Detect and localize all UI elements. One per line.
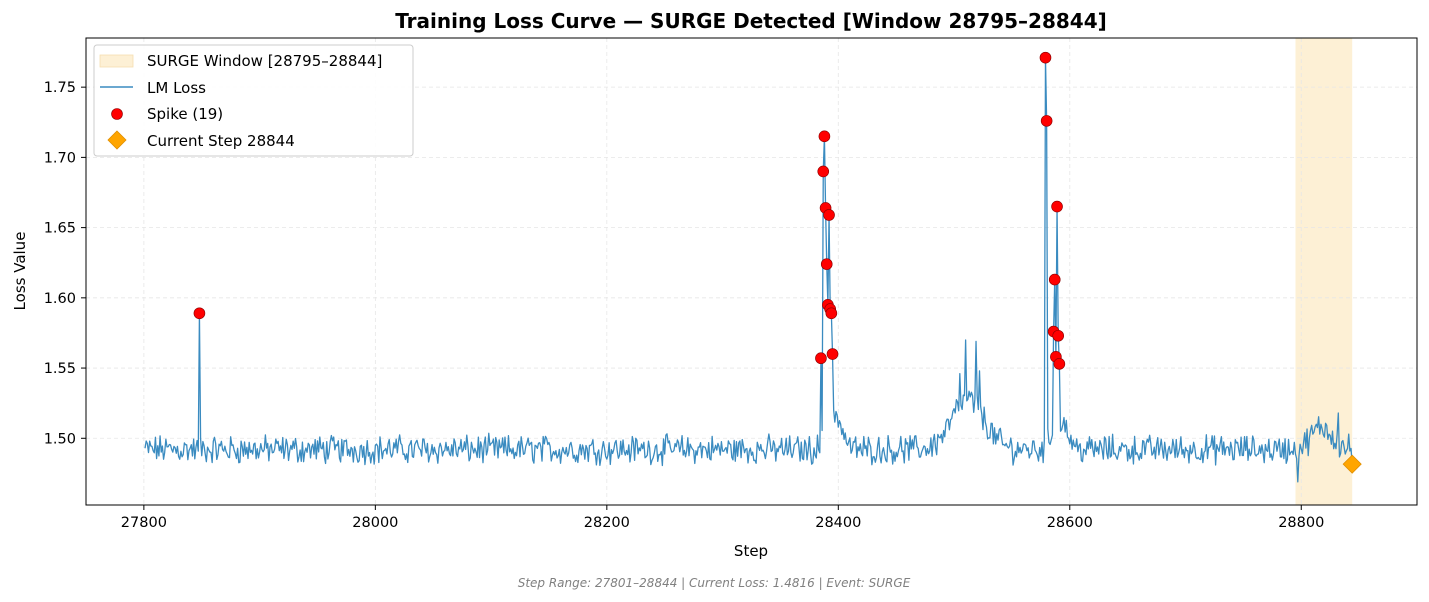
legend-swatch-current — [107, 130, 127, 150]
current-step-marker — [1342, 454, 1362, 474]
legend-label-spike: Spike (19) — [147, 105, 223, 123]
x-tick-label: 28000 — [352, 515, 398, 531]
spike-point — [1053, 358, 1066, 370]
y-axis: 1.50 1.55 1.60 1.65 1.70 1.75 — [44, 80, 86, 447]
x-tick-label: 27800 — [121, 515, 167, 531]
legend-swatch-spike — [111, 108, 123, 120]
spike-point — [825, 307, 838, 320]
y-tick-label: 1.50 — [44, 431, 76, 447]
spike-point — [823, 209, 835, 221]
spike-point — [815, 352, 827, 365]
x-tick-label: 28400 — [815, 515, 861, 531]
legend-swatch-surge — [99, 54, 134, 68]
legend-label-current: Current Step 28844 — [147, 132, 295, 150]
legend-label-surge: SURGE Window [28795–28844] — [147, 52, 382, 70]
legend-box — [93, 44, 414, 157]
spike-point — [817, 165, 830, 178]
surge-window-band — [1295, 38, 1353, 505]
spike-point — [1039, 51, 1052, 64]
y-tick-label: 1.70 — [44, 150, 76, 166]
spike-points — [193, 51, 1066, 370]
spike-point — [818, 130, 831, 143]
y-axis-label: Loss Value — [11, 232, 29, 311]
y-tick-label: 1.75 — [44, 80, 76, 96]
spike-point — [1052, 329, 1065, 342]
grid — [86, 38, 1417, 505]
spike-point — [820, 258, 833, 270]
y-tick-label: 1.65 — [44, 221, 76, 237]
x-tick-label: 28200 — [584, 515, 630, 531]
plot-frame — [85, 37, 1418, 506]
chart-title: Training Loss Curve — SURGE Detected [Wi… — [395, 9, 1107, 33]
x-tick-label: 28800 — [1278, 515, 1324, 531]
x-axis-label: Step — [734, 542, 768, 560]
spike-point — [826, 348, 839, 360]
spike-point — [1040, 115, 1053, 127]
footer-note: Step Range: 27801–28844 | Current Loss: … — [518, 576, 911, 590]
y-tick-label: 1.60 — [44, 291, 76, 307]
spike-point — [1051, 200, 1063, 213]
x-tick-label: 28600 — [1047, 515, 1093, 531]
spike-point — [1048, 273, 1061, 286]
lm-loss-line — [144, 57, 1353, 483]
legend-label-loss: LM Loss — [147, 79, 206, 97]
y-tick-label: 1.55 — [44, 361, 76, 377]
x-axis: 27800 28000 28200 28400 28600 28800 — [121, 505, 1324, 531]
legend: SURGE Window [28795–28844] LM Loss Spike… — [93, 44, 414, 157]
spike-point — [193, 307, 206, 320]
